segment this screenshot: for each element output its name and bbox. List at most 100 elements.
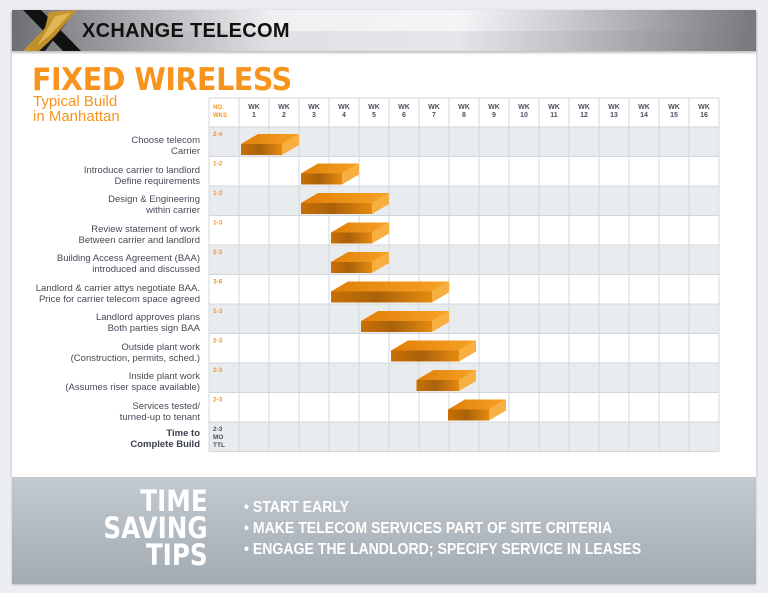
bar-top <box>331 222 389 233</box>
bar-top <box>391 340 476 351</box>
task-label-line: Choose telecom <box>131 135 200 146</box>
week-header: 6 <box>402 112 406 119</box>
total-label-line: Complete Build <box>130 439 200 450</box>
week-header: 7 <box>432 112 436 119</box>
bar-top <box>241 134 299 144</box>
total-label-line: Time to <box>166 428 200 439</box>
tips-heading-line: TIPS <box>146 538 208 572</box>
subtitle-line: in Manhattan <box>33 108 120 125</box>
week-header: 3 <box>312 112 316 119</box>
task-label-line: Price for carrier telecom space agreed <box>38 293 200 305</box>
bar-side <box>282 134 299 155</box>
task-label: Review statement of work Between carrier … <box>0 224 200 246</box>
task-label-line: Building Access Agreement (BAA) <box>56 253 200 264</box>
task-label-line: (Assumes riser space available) <box>65 382 200 393</box>
task-duration: 2-3 <box>213 249 223 256</box>
week-header: 12 <box>580 112 588 119</box>
subtitle: Typical Build in Manhattan <box>33 94 120 124</box>
bar-top <box>416 370 476 380</box>
gantt-row <box>209 156 719 186</box>
gantt-row <box>209 215 719 245</box>
bar-top <box>448 399 506 410</box>
task-label-line: Inside plant work <box>128 371 200 382</box>
week-header: 1 <box>252 112 256 119</box>
bar-side <box>372 252 389 273</box>
week-header: 4 <box>342 112 346 119</box>
gantt-row <box>209 304 719 334</box>
week-header: WK <box>338 104 350 111</box>
week-header: 8 <box>462 112 466 119</box>
task-label-line: Carrier <box>170 146 200 157</box>
task-label-line: Review statement of work <box>91 223 200 235</box>
bar-front <box>416 380 459 391</box>
task-label: Landlord & carrier attys negotiate BAA. P… <box>0 283 200 305</box>
task-label-line: Introduce carrier to landlord <box>83 164 200 176</box>
gantt-bar <box>301 163 359 185</box>
week-header: WK <box>698 104 710 111</box>
task-label-line: Between carrier and landlord <box>78 234 200 246</box>
bar-front <box>448 409 489 421</box>
task-label-line: Landlord approves plans <box>95 312 200 323</box>
subtitle-line: Typical Build <box>33 93 118 110</box>
task-duration: 2-3 <box>213 338 223 345</box>
week-header: WK <box>458 104 470 111</box>
task-duration: 1-3 <box>213 308 223 315</box>
week-header: 14 <box>640 112 648 119</box>
total-duration: TTL <box>213 442 225 449</box>
task-duration: 1-3 <box>213 220 223 227</box>
tip-item: • MAKE TELECOM SERVICES PART OF SITE CRI… <box>244 520 613 537</box>
bar-side <box>342 163 359 185</box>
week-header: WK <box>668 104 680 111</box>
task-label: Design & Engineering within carrier <box>0 194 200 216</box>
gantt-bar <box>416 370 476 391</box>
tip-item: • ENGAGE THE LANDLORD; SPECIFY SERVICE I… <box>244 541 642 558</box>
gantt-bar <box>448 399 506 421</box>
week-header: WK <box>368 104 380 111</box>
week-header: WK <box>278 104 290 111</box>
week-header: 5 <box>372 112 376 119</box>
gantt-row <box>209 245 719 275</box>
task-label-line: Both parties sign BAA <box>107 323 200 334</box>
bar-side <box>432 281 449 303</box>
week-header: 16 <box>700 112 708 119</box>
total-duration: 2-3 <box>213 426 223 433</box>
bar-side <box>372 193 389 214</box>
brand-name: XCHANGE TELECOM <box>82 20 290 42</box>
task-label: Services tested/turned-up to tenant <box>0 401 200 423</box>
bar-front <box>331 232 372 244</box>
header-band <box>12 10 756 51</box>
task-duration: 2-3 <box>213 397 223 404</box>
tips-heading-line: SAVING <box>103 511 208 545</box>
bar-side <box>489 399 506 421</box>
gantt-row <box>209 274 719 304</box>
task-duration: 2-3 <box>213 367 223 374</box>
week-header: 11 <box>550 112 558 119</box>
week-header: 15 <box>670 112 678 119</box>
week-header: WK <box>488 104 500 111</box>
week-header: 2 <box>282 112 286 119</box>
week-header: 9 <box>492 112 496 119</box>
gantt-row <box>209 422 719 452</box>
bar-top <box>301 193 389 203</box>
tip-item: • START EARLY <box>244 499 350 516</box>
bar-top <box>331 252 389 262</box>
task-duration: 3-6 <box>213 279 223 286</box>
gantt-bar <box>331 281 449 303</box>
week-header: WK <box>398 104 410 111</box>
duration-header: WKS <box>213 113 227 119</box>
task-label-line: introduced and discussed <box>92 264 200 275</box>
task-duration: 1-2 <box>213 161 223 168</box>
tips-heading: TIME SAVING TIPS <box>103 487 208 572</box>
task-label: Introduce carrier to landlord Define requ… <box>0 165 200 187</box>
bar-side <box>432 311 449 332</box>
task-label-line: Define requirements <box>114 175 200 187</box>
task-label: Building Access Agreement (BAA) introduce… <box>0 253 200 275</box>
task-label: Outside plant work (Construction, permits… <box>0 342 200 364</box>
week-header: WK <box>308 104 320 111</box>
task-label-line: Design & Engineering <box>108 194 200 205</box>
bar-front <box>301 203 372 214</box>
gantt-bar <box>331 222 389 244</box>
gantt-bar <box>391 340 476 362</box>
task-label-line: Landlord & carrier attys negotiate BAA. <box>35 282 200 294</box>
task-label: Inside plant work (Assumes riser space av… <box>0 371 200 393</box>
